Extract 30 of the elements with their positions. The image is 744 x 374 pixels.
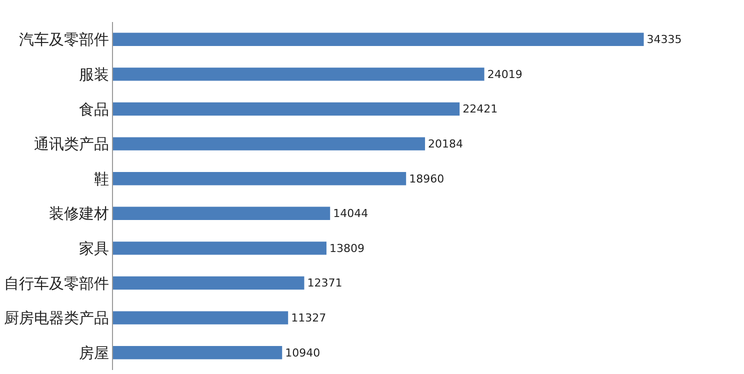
data-label: 11327 <box>291 311 326 324</box>
y-tick-label: 鞋 <box>94 170 109 188</box>
data-label: 10940 <box>285 346 320 360</box>
bar <box>113 68 484 81</box>
data-label: 13809 <box>329 242 364 255</box>
bar <box>113 172 406 186</box>
y-tick-label: 食品 <box>79 100 109 118</box>
data-label: 14044 <box>333 207 368 220</box>
y-tick-label: 服装 <box>79 65 109 84</box>
data-label: 22421 <box>462 102 498 116</box>
y-tick-label: 厨房电器类产品 <box>4 309 109 328</box>
data-label: 18960 <box>409 172 444 186</box>
bar <box>113 242 326 255</box>
y-tick-label: 家具 <box>79 239 109 258</box>
bar <box>113 137 426 150</box>
bar <box>113 311 288 324</box>
data-label: 12371 <box>307 276 342 290</box>
bar <box>113 102 460 116</box>
bar <box>113 32 644 46</box>
y-tick-label: 自行车及零部件 <box>4 274 109 292</box>
bar <box>113 276 304 290</box>
y-tick-label: 汽车及零部件 <box>19 30 109 49</box>
data-label: 20184 <box>428 137 464 150</box>
y-tick-label: 通讯类产品 <box>34 135 109 154</box>
y-tick-label: 装修建材 <box>49 204 109 223</box>
bar <box>113 346 282 360</box>
bar <box>113 206 330 220</box>
data-label: 34335 <box>646 33 682 46</box>
y-tick-label: 房屋 <box>79 344 109 362</box>
data-label: 24019 <box>487 68 522 81</box>
